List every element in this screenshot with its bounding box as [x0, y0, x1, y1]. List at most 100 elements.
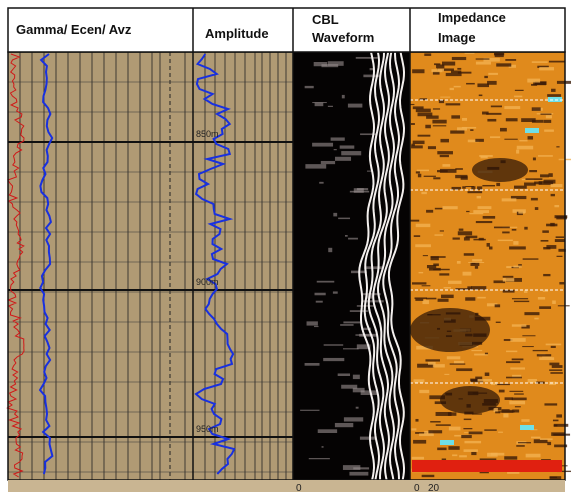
texture [496, 63, 511, 66]
scale-label: 0 [414, 483, 420, 492]
noise [340, 145, 355, 148]
noise [321, 64, 338, 67]
texture [439, 273, 449, 275]
texture [512, 229, 517, 231]
texture [541, 240, 549, 242]
scale-label: 0 [296, 483, 302, 492]
noise [323, 358, 344, 361]
texture [524, 290, 527, 293]
texture [464, 253, 474, 256]
texture [544, 403, 557, 405]
texture [495, 53, 504, 57]
noise [328, 106, 333, 107]
texture [440, 155, 449, 157]
texture [487, 119, 496, 122]
noise [342, 95, 345, 98]
texture [458, 72, 472, 74]
texture [495, 304, 500, 307]
texture [549, 363, 559, 366]
texture [475, 266, 478, 269]
texture [551, 432, 564, 436]
texture [495, 411, 500, 413]
texture [556, 146, 559, 147]
track-title: Gamma/ Ecen/ Avz [16, 22, 132, 37]
texture [558, 305, 570, 306]
texture [464, 419, 472, 420]
texture [494, 227, 510, 229]
noise [314, 326, 319, 327]
texture [433, 177, 440, 179]
texture [438, 299, 449, 302]
texture [452, 57, 466, 60]
texture [479, 95, 483, 97]
texture [462, 118, 467, 121]
scale-label: 20 [428, 483, 440, 492]
texture [512, 324, 527, 326]
texture [414, 235, 420, 237]
texture [444, 287, 451, 289]
texture [416, 224, 431, 227]
texture [533, 350, 548, 351]
texture [412, 282, 426, 284]
texture [524, 312, 539, 315]
noise [335, 423, 353, 427]
noise [349, 472, 368, 476]
texture [426, 116, 439, 119]
track-title: CBL [312, 12, 339, 27]
texture [476, 58, 490, 59]
texture [442, 458, 446, 460]
noise [333, 291, 338, 293]
noise [364, 266, 382, 269]
texture [543, 274, 550, 276]
texture [471, 452, 476, 455]
texture [524, 227, 527, 230]
noise [353, 388, 365, 392]
noise [315, 293, 326, 296]
texture [435, 234, 444, 235]
texture [471, 186, 475, 189]
noise [345, 235, 348, 237]
texture [437, 448, 446, 451]
texture [532, 107, 541, 111]
track-title: Amplitude [205, 26, 269, 41]
texture [544, 180, 556, 184]
texture [450, 88, 454, 90]
texture [423, 255, 428, 256]
texture [477, 196, 481, 198]
texture [419, 272, 424, 273]
texture [540, 438, 553, 440]
texture [471, 350, 482, 351]
texture [504, 139, 517, 140]
texture [416, 171, 420, 173]
texture [440, 169, 457, 173]
texture [472, 259, 482, 261]
texture [515, 406, 521, 407]
texture [424, 53, 431, 56]
texture [522, 346, 534, 347]
texture [468, 191, 483, 193]
texture [478, 379, 492, 382]
texture [417, 170, 429, 172]
texture [448, 446, 459, 450]
texture [427, 265, 436, 268]
texture [504, 106, 520, 109]
texture [485, 373, 490, 376]
dark-patch [410, 308, 490, 352]
texture [486, 113, 501, 115]
texture [437, 151, 453, 154]
texture [523, 258, 539, 259]
texture [551, 89, 556, 92]
texture [454, 361, 464, 364]
noise [348, 104, 362, 108]
texture [450, 363, 466, 364]
texture [526, 454, 541, 458]
noise [350, 191, 369, 193]
texture [540, 114, 551, 115]
texture [502, 231, 509, 233]
texture [440, 230, 444, 231]
texture [543, 120, 551, 123]
texture [554, 424, 569, 427]
texture [551, 184, 563, 187]
texture [458, 231, 472, 235]
texture [552, 300, 556, 303]
